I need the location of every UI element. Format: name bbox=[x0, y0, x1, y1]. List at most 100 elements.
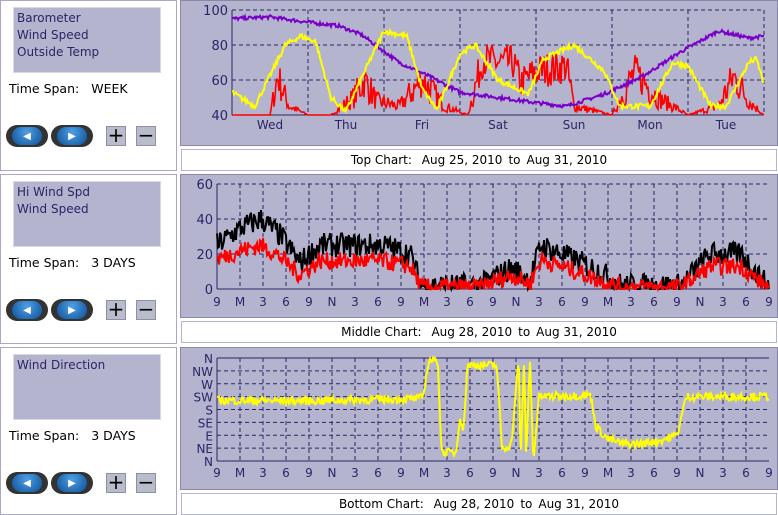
arrow-left-icon: ◀ bbox=[12, 474, 42, 492]
previous-button[interactable]: ◀ bbox=[6, 125, 48, 147]
zoom-in-button[interactable]: + bbox=[106, 297, 126, 321]
previous-button[interactable]: ◀ bbox=[6, 472, 48, 494]
x-tick-label: Thu bbox=[334, 118, 358, 132]
series-item[interactable]: Wind Speed bbox=[17, 202, 89, 216]
series-listbox[interactable]: Hi Wind Spd Wind Speed bbox=[13, 181, 161, 247]
y-tick-label: 40 bbox=[211, 109, 228, 124]
x-tick-label: 9 bbox=[581, 466, 589, 480]
caption-label: Bottom Chart: bbox=[338, 497, 424, 511]
x-tick-label: 9 bbox=[489, 295, 497, 309]
x-tick-label: 6 bbox=[558, 295, 566, 309]
zoom-out-button[interactable]: − bbox=[136, 297, 156, 321]
previous-button[interactable]: ◀ bbox=[6, 299, 48, 321]
y-tick-label: SE bbox=[198, 416, 213, 430]
top-chart: 40 60 80 100 Wed Thu Fri Sat Sun Mon Tue bbox=[180, 0, 778, 146]
x-tick-label: N bbox=[696, 295, 705, 309]
zoom-in-button[interactable]: + bbox=[106, 470, 126, 494]
caption-end-date: Aug 31, 2010 bbox=[538, 497, 620, 511]
x-tick-label: 9 bbox=[305, 466, 313, 480]
next-button[interactable]: ▶ bbox=[51, 125, 93, 147]
time-span: Time Span: WEEK bbox=[9, 81, 128, 96]
time-span-label: Time Span: bbox=[9, 81, 80, 96]
next-button[interactable]: ▶ bbox=[51, 299, 93, 321]
x-tick-label: N bbox=[328, 466, 337, 480]
series-listbox[interactable]: Barometer Wind Speed Outside Temp bbox=[13, 7, 161, 73]
series-item[interactable]: Wind Direction bbox=[17, 358, 106, 372]
series-line-wind-speed bbox=[232, 44, 765, 116]
x-tick-label: 9 bbox=[765, 466, 773, 480]
y-tick-label: 80 bbox=[211, 39, 228, 54]
x-tick-label: 9 bbox=[397, 466, 405, 480]
x-tick-label: M bbox=[603, 295, 613, 309]
caption-to: to bbox=[508, 153, 521, 167]
x-tick-label: 9 bbox=[489, 466, 497, 480]
series-listbox[interactable]: Wind Direction bbox=[13, 354, 161, 420]
arrow-left-icon: ◀ bbox=[12, 301, 42, 319]
x-tick-label: M bbox=[235, 295, 245, 309]
series-item[interactable]: Outside Temp bbox=[17, 45, 100, 59]
x-tick-label: M bbox=[419, 295, 429, 309]
x-tick-label: 3 bbox=[627, 295, 635, 309]
x-tick-label: 9 bbox=[213, 295, 221, 309]
caption-start-date: Aug 25, 2010 bbox=[421, 153, 503, 167]
caption-label: Middle Chart: bbox=[341, 325, 422, 339]
arrow-right-icon: ▶ bbox=[57, 301, 87, 319]
time-span-label: Time Span: bbox=[9, 255, 80, 270]
middle-chart-settings-panel: Hi Wind Spd Wind Speed Time Span: 3 DAYS … bbox=[0, 174, 177, 344]
zoom-out-button[interactable]: − bbox=[136, 470, 156, 494]
x-tick-label: 6 bbox=[466, 295, 474, 309]
x-tick-label: 6 bbox=[282, 466, 290, 480]
next-button[interactable]: ▶ bbox=[51, 472, 93, 494]
series-item[interactable]: Wind Speed bbox=[17, 28, 89, 42]
x-tick-label: 3 bbox=[351, 466, 359, 480]
series-item[interactable]: Barometer bbox=[17, 11, 81, 25]
y-tick-label: 40 bbox=[196, 213, 213, 228]
time-span-value: 3 DAYS bbox=[91, 255, 136, 270]
x-tick-label: 3 bbox=[627, 466, 635, 480]
x-tick-label: 9 bbox=[213, 466, 221, 480]
bottom-chart: N NE E SE S SW W NW N 9 M 3 6 9 N 3 6 9 M 3 6 9 N 3 6 9 M 3 6 9 N 3 6 9 bbox=[180, 347, 778, 490]
y-tick-label: N bbox=[204, 352, 213, 366]
x-tick-label: 9 bbox=[305, 295, 313, 309]
arrow-right-icon: ▶ bbox=[57, 127, 87, 145]
x-tick-label: M bbox=[419, 466, 429, 480]
arrow-left-icon: ◀ bbox=[12, 127, 42, 145]
x-tick-label: Tue bbox=[715, 118, 737, 132]
time-span: Time Span: 3 DAYS bbox=[9, 255, 136, 270]
y-tick-label: SW bbox=[194, 391, 214, 405]
x-tick-label: Fri bbox=[415, 118, 429, 132]
zoom-out-button[interactable]: − bbox=[136, 123, 156, 147]
x-tick-label: N bbox=[512, 295, 521, 309]
x-tick-label: 3 bbox=[443, 295, 451, 309]
x-tick-label: M bbox=[603, 466, 613, 480]
x-tick-label: 3 bbox=[443, 466, 451, 480]
x-tick-label: 3 bbox=[535, 295, 543, 309]
time-span: Time Span: 3 DAYS bbox=[9, 428, 136, 443]
top-chart-settings-panel: Barometer Wind Speed Outside Temp Time S… bbox=[0, 0, 177, 171]
y-tick-label: 60 bbox=[196, 178, 213, 193]
x-tick-label: N bbox=[328, 295, 337, 309]
x-tick-label: 6 bbox=[374, 466, 382, 480]
y-tick-label: NW bbox=[192, 365, 213, 379]
middle-chart-caption: Middle Chart: Aug 28, 2010 to Aug 31, 2010 bbox=[181, 321, 777, 343]
x-tick-label: 3 bbox=[259, 466, 267, 480]
middle-chart: 0 20 40 60 9 M 3 6 9 N 3 6 9 M 3 6 9 N 3 6 9 M 3 6 9 N 3 6 9 bbox=[180, 174, 778, 318]
x-tick-label: N bbox=[512, 466, 521, 480]
x-tick-label: 9 bbox=[673, 295, 681, 309]
y-tick-label: 20 bbox=[196, 248, 213, 263]
x-tick-label: 6 bbox=[558, 466, 566, 480]
y-tick-label: E bbox=[205, 429, 213, 443]
x-tick-label: Sun bbox=[563, 118, 586, 132]
y-tick-label: W bbox=[201, 378, 213, 392]
x-tick-label: 3 bbox=[535, 466, 543, 480]
x-tick-label: 6 bbox=[650, 466, 658, 480]
zoom-in-button[interactable]: + bbox=[106, 123, 126, 147]
x-tick-label: 6 bbox=[742, 466, 750, 480]
x-tick-label: 6 bbox=[650, 295, 658, 309]
x-tick-label: 9 bbox=[581, 295, 589, 309]
caption-start-date: Aug 28, 2010 bbox=[431, 325, 513, 339]
series-line-outside-temp bbox=[231, 27, 765, 114]
series-line-wind-speed bbox=[216, 237, 770, 293]
caption-to: to bbox=[520, 497, 533, 511]
series-item[interactable]: Hi Wind Spd bbox=[17, 185, 90, 199]
